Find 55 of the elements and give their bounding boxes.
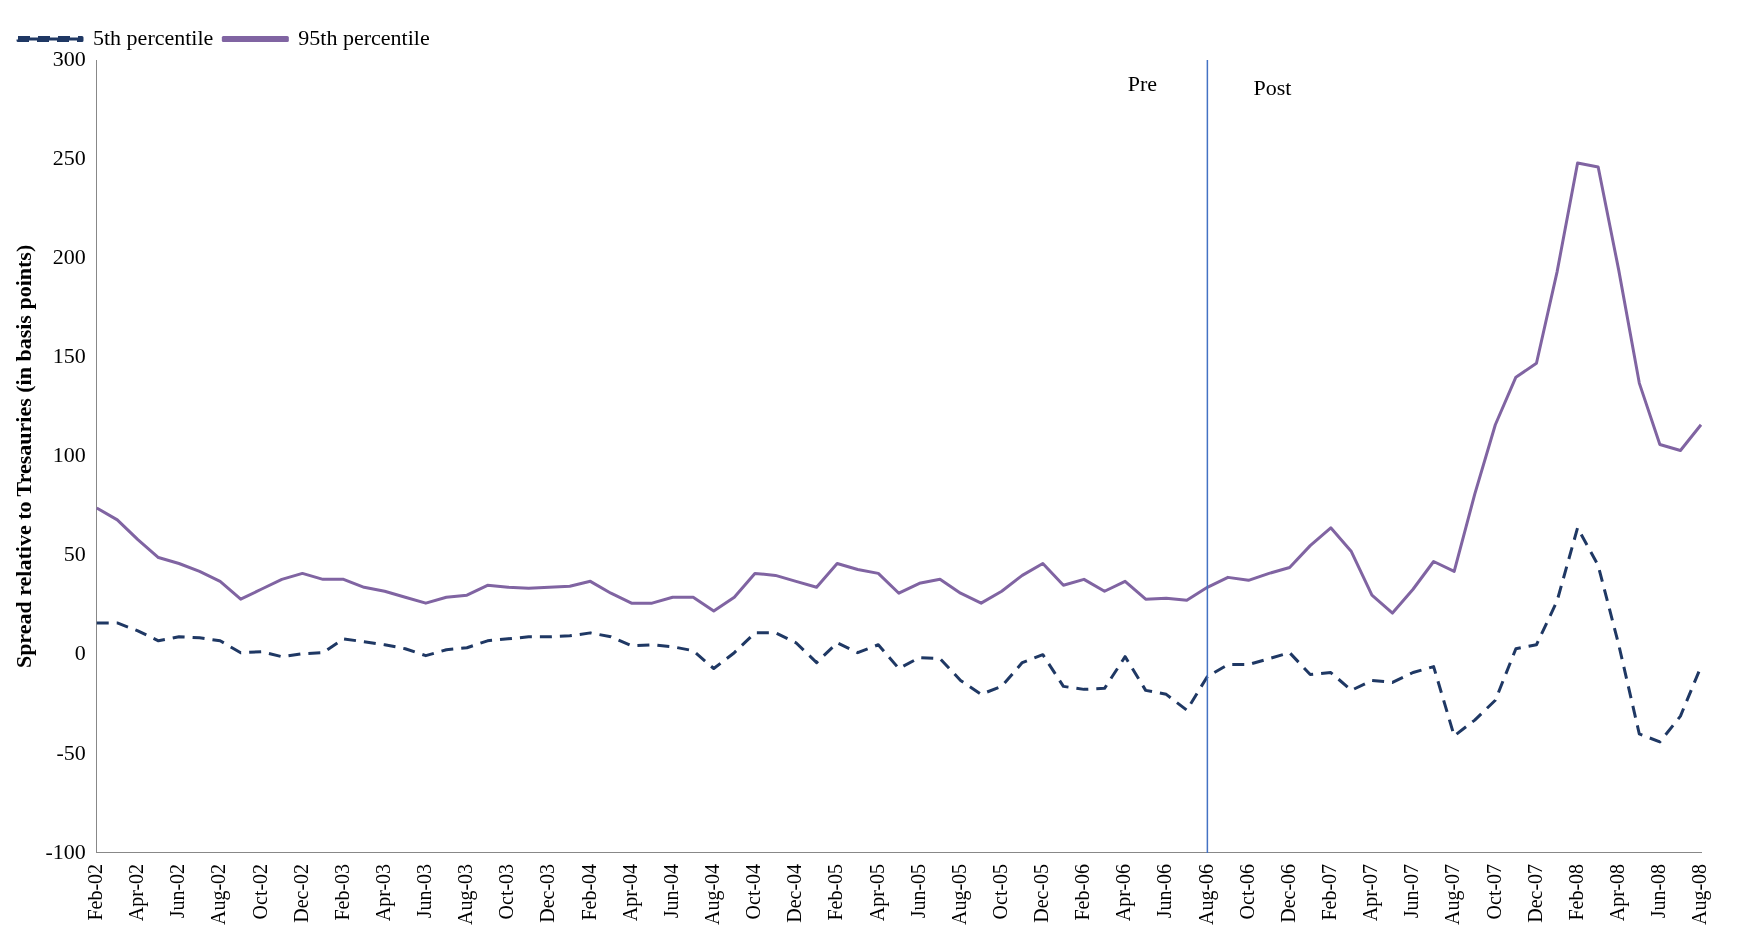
x-tick-label: Apr-06 [1112, 863, 1136, 922]
x-tick-label: Aug-04 [701, 863, 724, 926]
x-tick-label: Apr-08 [1605, 863, 1629, 922]
x-tick-label: Oct-06 [1235, 863, 1258, 920]
y-tick-label: 250 [52, 144, 86, 170]
x-tick-label: Apr-07 [1359, 863, 1383, 922]
x-tick-label: Jun-06 [1153, 863, 1176, 919]
x-tick-label: Aug-03 [454, 863, 478, 926]
x-tick-label: Jun-04 [659, 863, 682, 919]
x-tick-label: Aug-02 [207, 863, 231, 926]
x-tick-label: Oct-04 [742, 863, 765, 920]
x-tick-label: Aug-07 [1441, 863, 1465, 926]
x-tick-label: Aug-08 [1688, 863, 1712, 926]
x-tick-label: Aug-06 [1194, 863, 1218, 926]
x-tick-label: Jun-05 [906, 863, 929, 919]
y-tick-label: 150 [52, 343, 86, 369]
x-tick-label: Jun-03 [413, 863, 436, 919]
x-tick-label: Dec-05 [1030, 863, 1053, 923]
x-tick-label: Oct-02 [248, 863, 271, 920]
y-tick-label: 100 [52, 442, 86, 468]
y-tick-label: 0 [74, 640, 86, 666]
y-tick-label: -100 [45, 838, 86, 864]
y-tick-label: 200 [52, 244, 86, 270]
x-tick-label: Jun-08 [1647, 863, 1670, 919]
x-tick-label: Feb-08 [1564, 863, 1587, 921]
x-tick-label: Dec-06 [1276, 863, 1299, 923]
x-tick-label: Jun-07 [1400, 863, 1423, 919]
y-tick-label: 50 [63, 541, 86, 567]
y-tick-label: -50 [56, 739, 86, 765]
x-tick-label: Feb-06 [1071, 863, 1094, 921]
x-tick-label: Feb-05 [824, 863, 847, 921]
line-series [95, 526, 1703, 744]
x-tick-label: Apr-03 [371, 863, 395, 922]
x-tick-label: Dec-07 [1523, 863, 1546, 923]
x-tick-label: Apr-02 [125, 863, 149, 922]
x-tick-label: Oct-05 [988, 863, 1011, 920]
y-tick-label: 300 [52, 45, 86, 71]
legend-label: 95th percentile [298, 24, 430, 50]
x-tick-label: Feb-03 [330, 863, 353, 921]
x-tick-label: Oct-03 [495, 863, 518, 920]
annotation: Post [1253, 74, 1292, 100]
x-tick-label: Feb-04 [577, 863, 600, 921]
x-tick-label: Dec-04 [783, 863, 806, 923]
annotation: Pre [1127, 70, 1158, 96]
x-tick-label: Oct-07 [1482, 863, 1505, 920]
x-tick-label: Dec-02 [289, 863, 312, 923]
x-tick-label: Aug-05 [947, 863, 971, 926]
x-tick-label: Apr-05 [865, 863, 889, 922]
x-tick-label: Dec-03 [536, 863, 559, 923]
legend-label: 5th percentile [93, 24, 214, 50]
y-axis-title: Spread relative to Tresauries (in basis points) [10, 244, 36, 669]
x-tick-label: Feb-02 [83, 863, 106, 921]
x-tick-label: Jun-02 [166, 863, 189, 919]
x-tick-label: Apr-04 [618, 863, 642, 922]
x-tick-label: Feb-07 [1318, 863, 1341, 921]
